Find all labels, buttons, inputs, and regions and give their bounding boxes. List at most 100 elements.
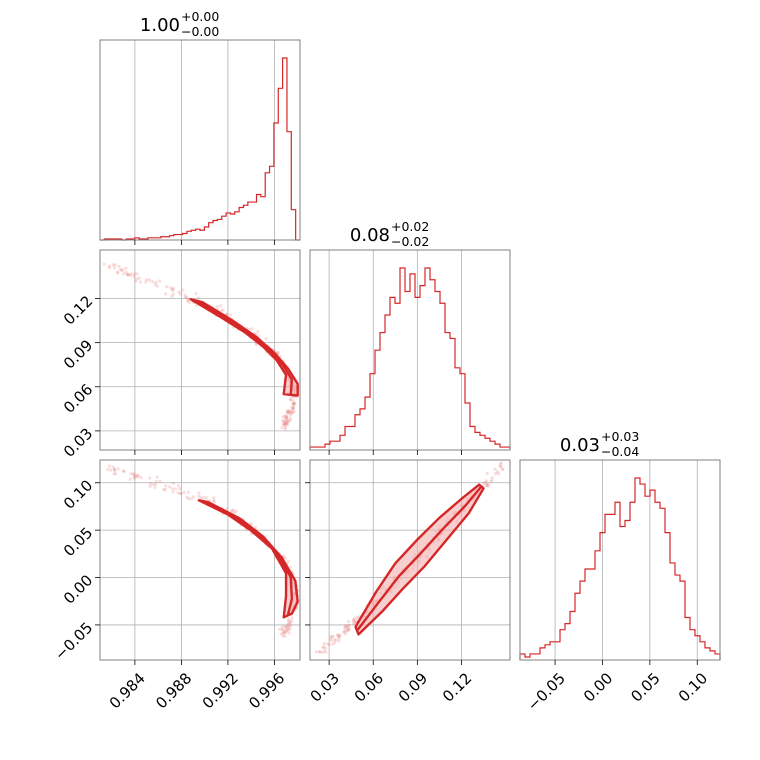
sample-point (117, 264, 121, 269)
param-1-median: 0.08 (350, 225, 390, 246)
sample-point (331, 634, 335, 638)
sample-point (282, 421, 286, 426)
sample-point (250, 327, 254, 331)
sample-point (186, 299, 190, 303)
sample-point (496, 472, 501, 476)
sample-point (204, 496, 208, 500)
sample-point (291, 402, 295, 406)
sample-point (201, 496, 205, 500)
sample-point (176, 484, 181, 488)
sample-point (284, 421, 288, 425)
sample-point (113, 467, 117, 471)
histogram-0-series (100, 57, 300, 241)
sample-point (136, 473, 140, 477)
sample-point (344, 623, 348, 628)
param-2-title: 0.03 +0.03−0.04 (560, 429, 639, 459)
grid-lines (100, 250, 300, 450)
grid-lines (328, 250, 462, 450)
sample-point (290, 616, 294, 620)
sample-point (128, 477, 132, 481)
sample-point (324, 650, 328, 654)
sample-point (489, 479, 493, 484)
x-tick-label: 0.984 (106, 669, 149, 712)
sample-point (291, 406, 295, 411)
sample-point (280, 425, 284, 430)
sample-point (184, 295, 188, 299)
pair-1-2-contour (354, 483, 485, 636)
x-tick-label: 0.996 (245, 669, 288, 712)
x-tick-label: −0.05 (524, 669, 569, 714)
sample-point (285, 420, 289, 424)
sample-point (148, 484, 152, 488)
sample-point (352, 621, 357, 626)
sample-point (107, 264, 112, 268)
sample-point (278, 627, 282, 631)
sample-point (232, 511, 237, 515)
sample-point (290, 619, 294, 623)
param-0-upper-error: +0.00 (181, 9, 219, 24)
sample-point (126, 272, 130, 277)
param-0-title: 1.00 +0.00−0.00 (140, 9, 219, 39)
sample-point (132, 475, 136, 479)
sample-point (287, 409, 291, 413)
sample-point (501, 467, 505, 471)
sample-point (284, 417, 289, 421)
sample-point (212, 500, 216, 504)
pair-0-2-panel (106, 464, 300, 638)
sample-point (186, 490, 191, 494)
sample-point (120, 268, 124, 272)
sample-point (289, 620, 293, 624)
sample-point (286, 559, 290, 563)
sample-point (498, 464, 502, 468)
sample-point (121, 469, 126, 473)
sample-point (185, 495, 189, 499)
sample-point (490, 478, 494, 482)
sample-point (342, 629, 346, 633)
sample-point (288, 397, 292, 401)
sample-point (345, 628, 350, 632)
sample-point (186, 298, 190, 302)
x-tick-label: 0.05 (627, 669, 663, 705)
sample-point (111, 465, 115, 469)
pair-1-2-panel (314, 460, 505, 655)
sample-point (336, 633, 340, 637)
sample-point (283, 422, 287, 426)
sample-point (324, 646, 328, 650)
sample-point (314, 650, 319, 654)
sample-point (282, 631, 286, 635)
sample-point (347, 627, 351, 631)
sample-point (336, 633, 340, 637)
sample-point (287, 409, 291, 413)
sample-point (291, 399, 295, 403)
sample-point (116, 271, 120, 275)
sample-point (330, 638, 334, 643)
sample-point (154, 280, 158, 284)
sample-point (187, 300, 192, 305)
x-tick-label: 0.988 (152, 669, 195, 712)
sample-point (126, 272, 130, 277)
sample-point (321, 645, 325, 650)
sample-point (334, 638, 338, 642)
sample-point (284, 415, 289, 419)
tick-marks (305, 482, 462, 665)
pair-1-2-frame (309, 459, 511, 661)
sample-point (486, 484, 490, 488)
sample-point (102, 262, 106, 266)
sample-point (283, 625, 287, 629)
sample-point (484, 479, 488, 483)
sample-point (287, 624, 291, 628)
sample-point (286, 420, 291, 424)
sample-point (135, 277, 139, 281)
sample-point (353, 616, 357, 620)
sample-point (191, 495, 195, 499)
param-1-title: 0.08 +0.02−0.02 (350, 219, 429, 249)
pair-1-2-density-fill (355, 484, 484, 635)
sample-point (189, 497, 193, 501)
x-tick-label: 0.03 (307, 669, 343, 705)
sample-point (186, 296, 190, 301)
sample-point (290, 405, 294, 409)
x-tick-label: 0.00 (580, 669, 616, 705)
sample-point (481, 481, 486, 485)
sample-point (344, 629, 348, 633)
